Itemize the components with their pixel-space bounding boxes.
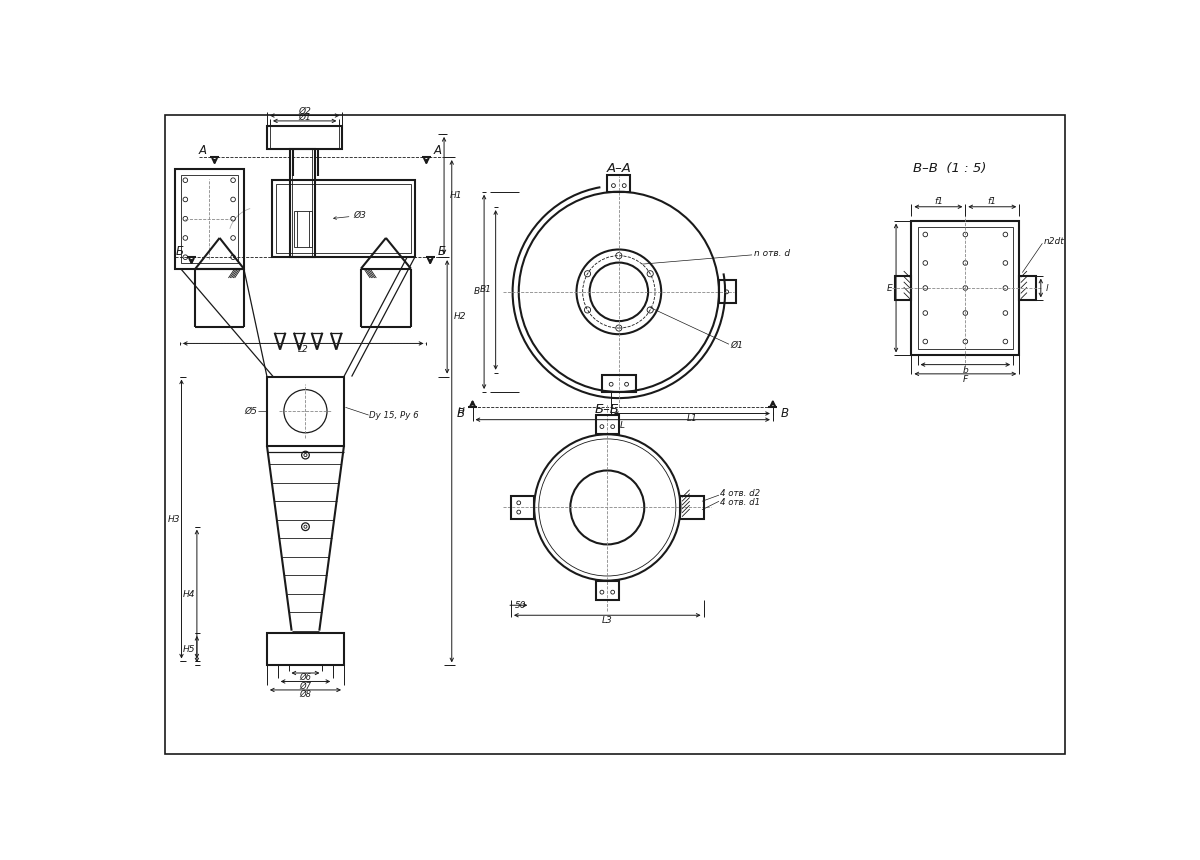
Text: H1: H1 — [450, 191, 463, 200]
Bar — [266, 126, 342, 150]
Text: 4 отв. d2: 4 отв. d2 — [720, 489, 761, 498]
Text: f1: f1 — [988, 197, 997, 206]
Text: А: А — [434, 144, 442, 157]
Bar — [607, 175, 630, 192]
Text: f1: f1 — [934, 197, 943, 206]
Bar — [719, 280, 736, 304]
Bar — [181, 175, 238, 262]
Text: H5: H5 — [182, 645, 196, 654]
Text: n отв. d: n отв. d — [754, 249, 790, 258]
Text: 4 отв. d1: 4 отв. d1 — [720, 498, 761, 507]
Text: Б–Б: Б–Б — [595, 403, 619, 416]
Text: E: E — [887, 284, 893, 292]
Bar — [680, 496, 703, 519]
Text: b: b — [962, 366, 968, 374]
Bar — [511, 496, 534, 519]
Text: Ø8: Ø8 — [300, 690, 312, 699]
Bar — [912, 221, 1019, 355]
Text: L1: L1 — [686, 415, 697, 423]
Text: 50: 50 — [515, 601, 526, 610]
Text: F: F — [962, 375, 968, 384]
Bar — [918, 227, 1013, 349]
Text: Б: Б — [438, 244, 446, 257]
Text: Ø1: Ø1 — [731, 341, 743, 350]
Bar — [1019, 276, 1036, 300]
Text: H2: H2 — [454, 312, 466, 322]
Text: Ø2: Ø2 — [299, 108, 311, 116]
Text: Б: Б — [175, 244, 184, 257]
Bar — [602, 375, 636, 392]
Text: Ø5: Ø5 — [244, 407, 257, 415]
Bar — [894, 276, 912, 300]
Text: В: В — [457, 407, 464, 420]
Text: B1: B1 — [480, 286, 492, 294]
Text: n2dt: n2dt — [1044, 237, 1064, 246]
Text: Dy 15, Py 6: Dy 15, Py 6 — [368, 410, 419, 420]
Bar — [272, 181, 415, 257]
Bar — [290, 150, 314, 257]
Text: L2: L2 — [298, 345, 308, 354]
Text: Ø7: Ø7 — [300, 682, 312, 691]
Text: А: А — [199, 144, 206, 157]
Bar — [294, 211, 312, 247]
Text: A–A: A–A — [606, 163, 631, 175]
Text: H: H — [458, 407, 464, 415]
Text: H4: H4 — [182, 590, 196, 599]
Text: Ø6: Ø6 — [300, 673, 312, 682]
Bar — [276, 184, 410, 254]
Bar — [266, 377, 344, 445]
Text: В–В  (1 : 5): В–В (1 : 5) — [913, 163, 986, 175]
Text: Ø1: Ø1 — [299, 114, 311, 122]
Text: Ø3: Ø3 — [353, 211, 366, 219]
Text: L3: L3 — [602, 616, 613, 625]
Text: B: B — [474, 287, 480, 297]
Bar — [595, 415, 619, 434]
Text: H3: H3 — [168, 514, 180, 524]
Bar — [266, 633, 344, 666]
Bar — [174, 169, 244, 269]
Text: В: В — [780, 407, 788, 420]
Text: l: l — [1045, 284, 1048, 292]
Bar — [595, 580, 619, 600]
Text: L: L — [620, 421, 625, 429]
